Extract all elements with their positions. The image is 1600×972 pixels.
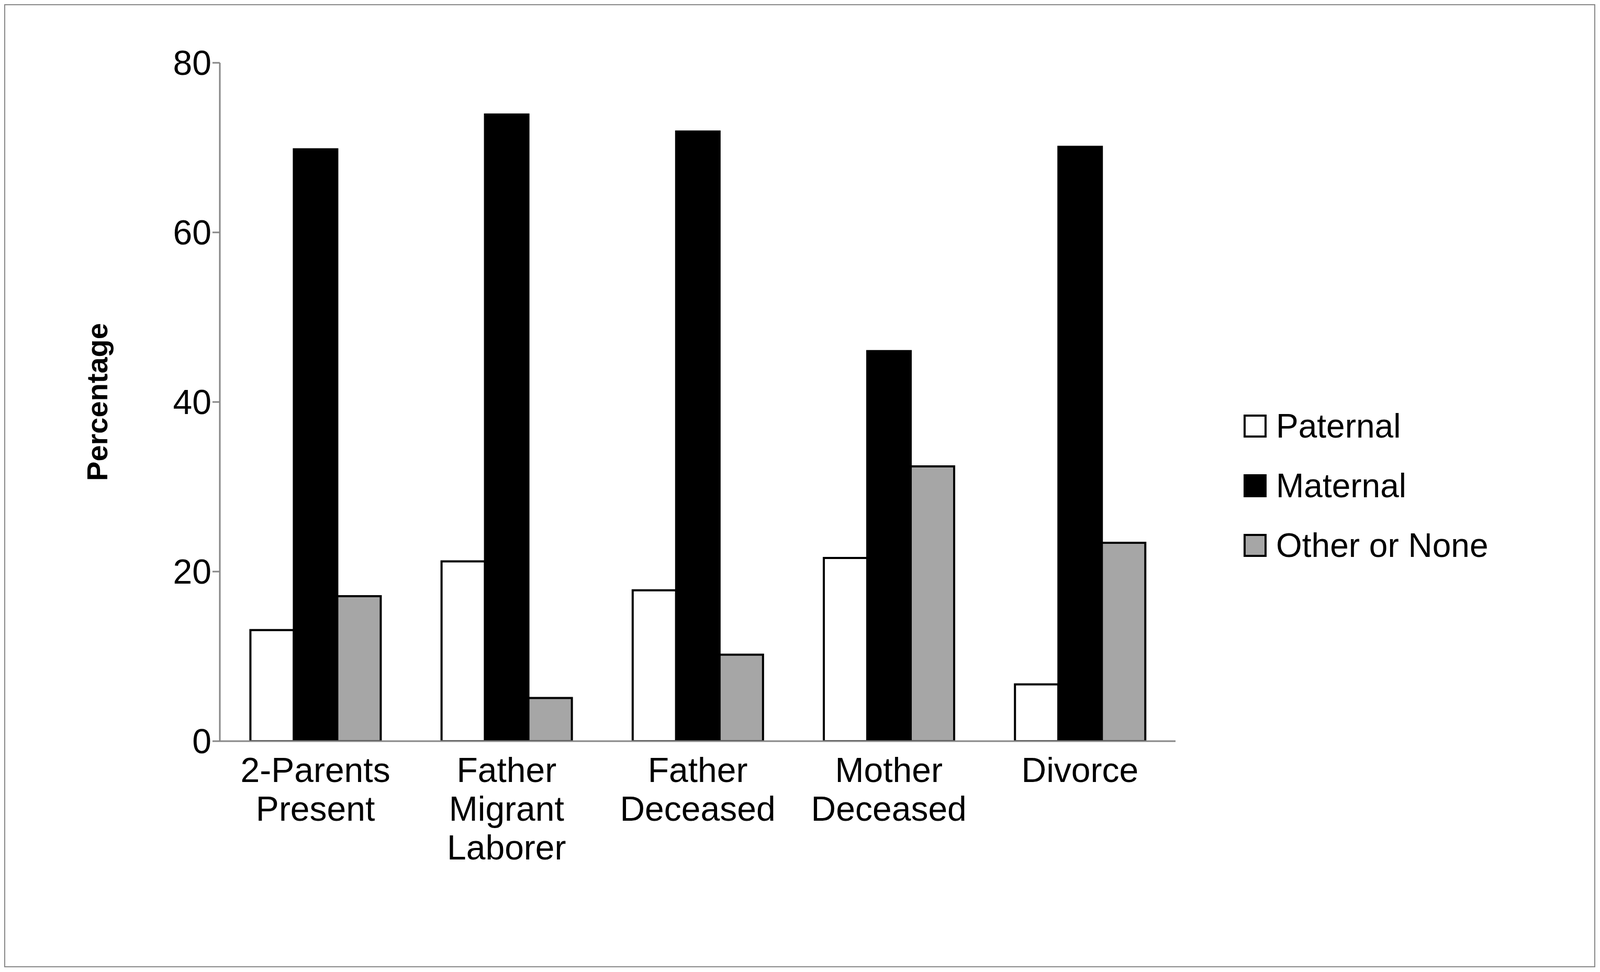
svg-text:20: 20	[173, 552, 212, 591]
svg-text:FatherDeceased: FatherDeceased	[619, 750, 776, 829]
html-text:Maternal: Maternal	[1276, 466, 1407, 505]
svg-text:MotherDeceased: MotherDeceased	[811, 750, 967, 829]
svg-text:60: 60	[173, 213, 212, 252]
svg-text:2-ParentsPresent: 2-ParentsPresent	[240, 750, 391, 829]
svg-text:Divorce: Divorce	[1021, 750, 1139, 790]
svg-text:80: 80	[173, 43, 212, 83]
svg-text:FatherMigrantLaborer: FatherMigrantLaborer	[446, 750, 567, 867]
svg-text:40: 40	[173, 382, 212, 422]
svg-text:0: 0	[192, 721, 212, 761]
html-text:Other or None: Other or None	[1276, 526, 1489, 565]
svg-text:Percentage: Percentage	[80, 322, 114, 481]
html-text:Paternal: Paternal	[1276, 407, 1401, 445]
